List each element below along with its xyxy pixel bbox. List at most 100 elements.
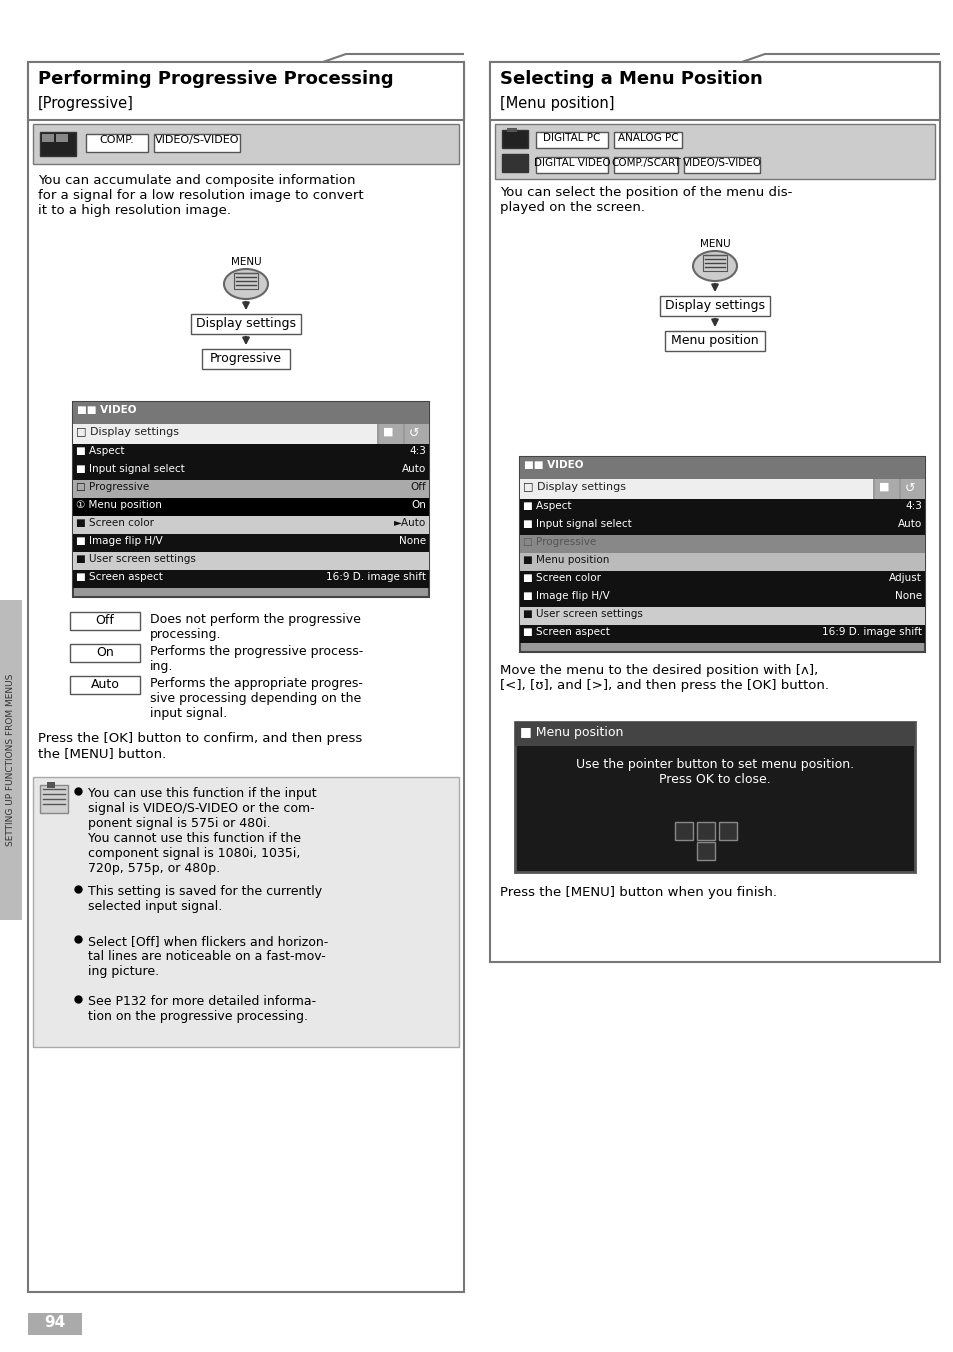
Text: Use the pointer button to set menu position.
Press OK to close.: Use the pointer button to set menu posit… [576,758,853,786]
Text: None: None [398,535,426,546]
Text: VIDEO/S-VIDEO: VIDEO/S-VIDEO [681,158,760,168]
Text: [Progressive]: [Progressive] [38,96,133,111]
Text: COMP.: COMP. [99,135,134,145]
Text: Move the menu to the desired position with [ʌ],
[<], [ʊ], and [>], and then pres: Move the menu to the desired position wi… [499,664,828,692]
Text: ►Auto: ►Auto [394,518,426,529]
Bar [47,781,55,788]
Bar [519,553,924,571]
Bar [28,1313,82,1334]
Text: 16:9 D. image shift: 16:9 D. image shift [821,627,921,637]
Bar [519,535,924,553]
Text: ■ Input signal select: ■ Input signal select [522,519,631,529]
Bar [33,124,458,164]
Bar [40,132,76,155]
Text: >: > [722,823,733,836]
Bar [56,134,68,142]
Bar [874,479,898,499]
Bar [719,822,737,840]
Bar [0,600,22,919]
Text: ↺: ↺ [409,427,419,439]
Bar [519,479,872,499]
Bar [515,722,914,872]
Bar [515,722,914,746]
Bar [0,1295,953,1352]
Text: ① Menu position: ① Menu position [76,500,162,510]
Text: Performing Progressive Processing: Performing Progressive Processing [38,70,394,88]
Text: ■ Image flip H/V: ■ Image flip H/V [522,591,609,602]
Bar [501,154,527,172]
Text: Auto: Auto [401,464,426,475]
Bar [495,124,934,178]
Text: None: None [894,591,921,602]
Text: This setting is saved for the currently
selected input signal.: This setting is saved for the currently … [88,886,322,913]
Text: ■■ VIDEO: ■■ VIDEO [523,460,583,470]
Bar [73,480,429,498]
Bar [153,134,240,151]
Text: On: On [96,646,113,658]
Bar [519,457,924,479]
Text: ■ Screen color: ■ Screen color [522,573,600,583]
Bar [86,134,148,151]
Text: Progressive: Progressive [210,352,282,365]
Text: [Menu position]: [Menu position] [499,96,614,111]
Text: ■ Menu position: ■ Menu position [522,556,609,565]
Bar [683,157,760,173]
Text: 94: 94 [45,1315,66,1330]
Bar [506,128,517,132]
Bar [614,132,681,147]
Text: Performs the progressive process-
ing.: Performs the progressive process- ing. [150,645,363,673]
Bar [73,402,429,598]
Text: Adjust: Adjust [888,573,921,583]
Text: ■ Menu position: ■ Menu position [519,726,622,740]
Bar [42,134,54,142]
Text: ■ Screen aspect: ■ Screen aspect [522,627,609,637]
Bar [33,777,458,1046]
Text: ʊ: ʊ [701,844,709,856]
Bar [519,457,924,652]
Bar [536,157,607,173]
Text: Display settings: Display settings [664,299,764,312]
Bar [501,130,527,147]
Text: DIGITAL VIDEO: DIGITAL VIDEO [533,158,610,168]
Bar [519,516,924,535]
Bar [73,425,376,443]
Bar [73,402,429,425]
Text: Press the [MENU] button when you finish.: Press the [MENU] button when you finish. [499,886,776,899]
Ellipse shape [224,269,268,299]
Text: You can select the position of the menu dis-
played on the screen.: You can select the position of the menu … [499,187,792,214]
Text: □ Progressive: □ Progressive [522,537,596,548]
Bar [73,552,429,571]
Bar [536,132,607,147]
Text: ■ Screen color: ■ Screen color [76,518,153,529]
Text: ■: ■ [878,483,888,492]
Text: VIDEO/S-VIDEO: VIDEO/S-VIDEO [154,135,239,145]
Text: ■■ VIDEO: ■■ VIDEO [77,406,136,415]
Text: <: < [678,823,688,836]
Text: ANALOG PC: ANALOG PC [617,132,678,143]
Bar [405,425,429,443]
Text: Does not perform the progressive
processing.: Does not perform the progressive process… [150,612,360,641]
Text: COMP./SCART: COMP./SCART [611,158,680,168]
Bar [73,534,429,552]
Text: Off: Off [410,483,426,492]
Bar [697,842,714,860]
Text: SETTING UP FUNCTIONS FROM MENUS: SETTING UP FUNCTIONS FROM MENUS [7,673,15,846]
Bar [900,479,924,499]
Text: 4:3: 4:3 [904,502,921,511]
Text: ■ Input signal select: ■ Input signal select [76,464,185,475]
Text: ■ User screen settings: ■ User screen settings [522,608,642,619]
Text: ■: ■ [382,427,393,437]
Bar [675,822,692,840]
Text: See P132 for more detailed informa-
tion on the progressive processing.: See P132 for more detailed informa- tion… [88,995,315,1023]
Bar [519,589,924,607]
Bar [519,571,924,589]
Bar [519,607,924,625]
Bar [664,331,764,352]
Bar [697,822,714,840]
Bar [702,256,726,270]
Text: 16:9 D. image shift: 16:9 D. image shift [326,572,426,581]
Bar [659,296,769,316]
Bar [519,625,924,644]
Bar [233,273,257,289]
Bar [73,443,429,462]
